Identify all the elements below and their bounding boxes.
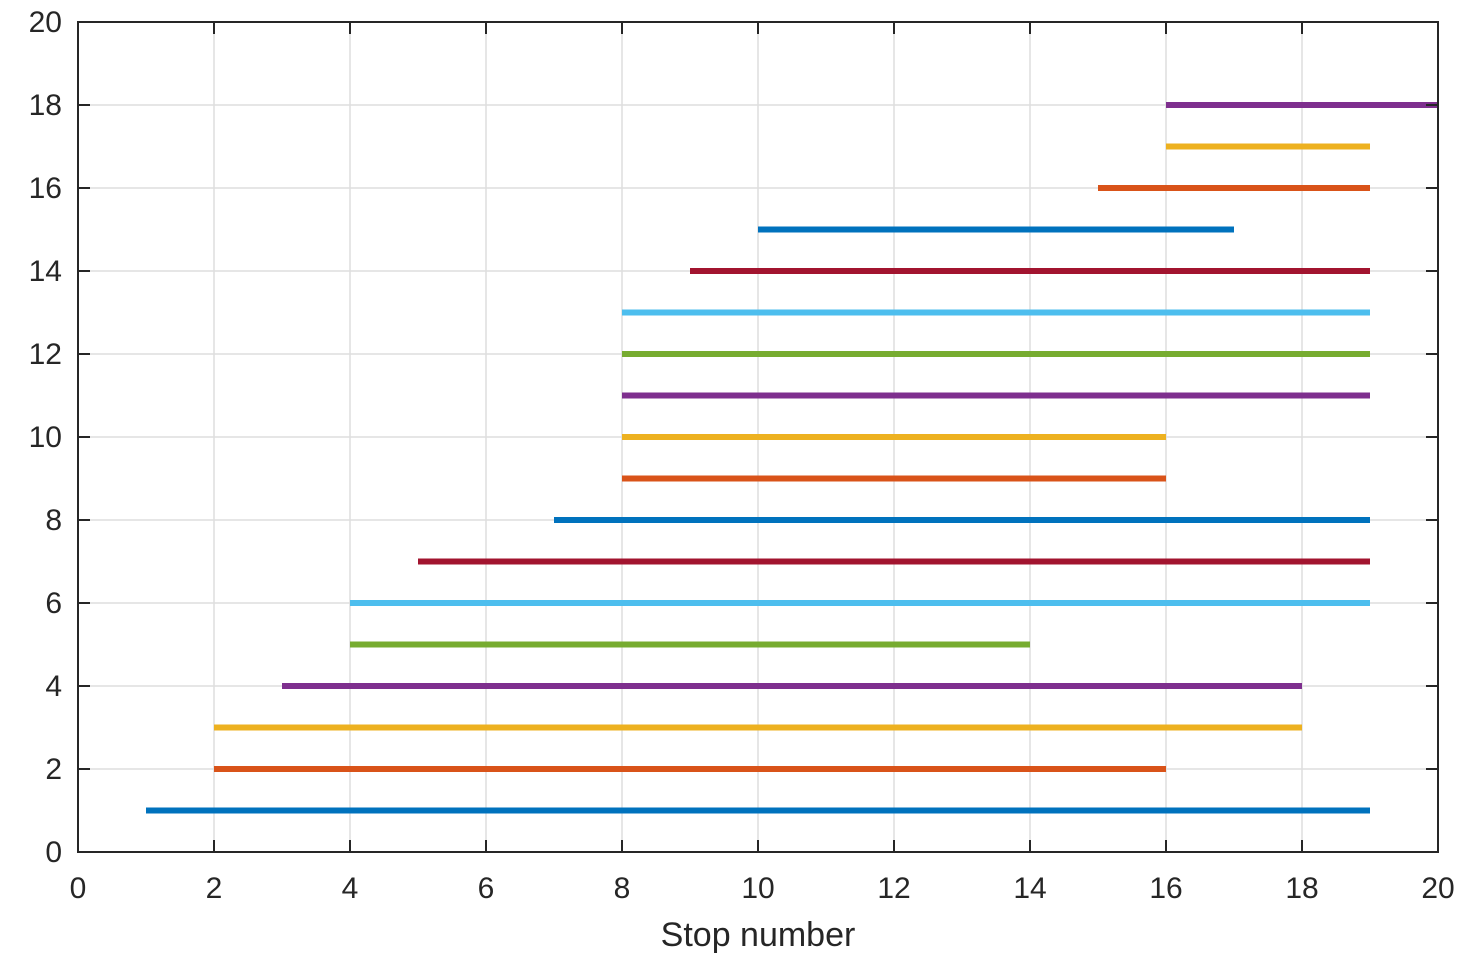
y-tick-label: 16	[29, 172, 62, 205]
y-tick-label: 4	[45, 670, 62, 703]
x-tick-label: 18	[1285, 872, 1318, 905]
segments	[146, 102, 1438, 814]
x-tick-label: 2	[206, 872, 223, 905]
y-tick-label: 0	[45, 836, 62, 869]
y-tick-label: 10	[29, 421, 62, 454]
x-tick-labels: 0 2 4 6 8 10 12 14 16 18 20	[70, 872, 1455, 905]
x-tick-label: 12	[877, 872, 910, 905]
x-tick-label: 16	[1149, 872, 1182, 905]
y-tick-label: 20	[29, 6, 62, 39]
y-tick-label: 8	[45, 504, 62, 537]
x-tick-label: 14	[1013, 872, 1046, 905]
y-tick-label: 18	[29, 89, 62, 122]
x-tick-label: 8	[614, 872, 631, 905]
x-tick-label: 10	[741, 872, 774, 905]
x-tick-label: 4	[342, 872, 359, 905]
y-tick-label: 14	[29, 255, 62, 288]
y-tick-label: 2	[45, 753, 62, 786]
x-axis-title: Stop number	[661, 916, 856, 954]
y-tick-label: 6	[45, 587, 62, 620]
y-tick-label: 12	[29, 338, 62, 371]
y-tick-labels: 0 2 4 6 8 10 12 14 16 18 20	[29, 6, 62, 869]
x-tick-label: 0	[70, 872, 87, 905]
ticks	[77, 21, 1439, 853]
x-tick-label: 6	[478, 872, 495, 905]
x-tick-label: 20	[1421, 872, 1454, 905]
